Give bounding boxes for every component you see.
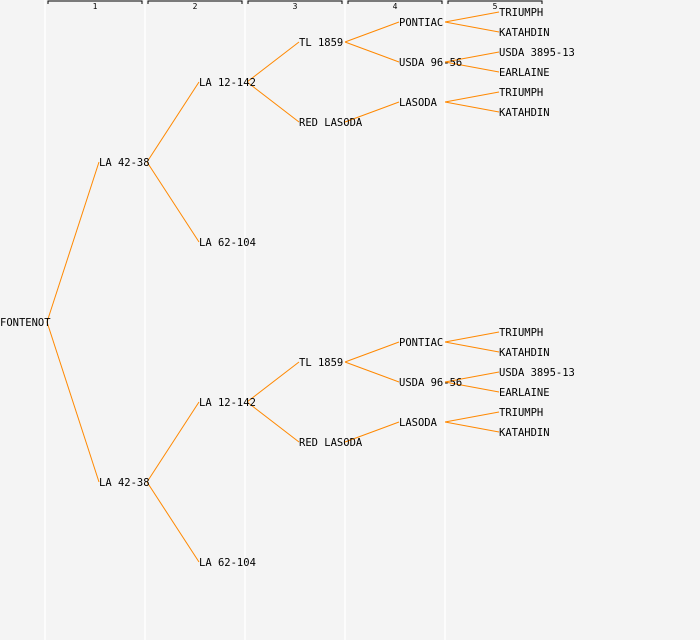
pedigree-node-gen3: TL 1859 xyxy=(299,357,343,369)
generation-header-3: 3 xyxy=(293,2,298,11)
pedigree-link xyxy=(46,321,100,483)
generation-header-1: 1 xyxy=(93,2,98,11)
pedigree-link xyxy=(444,21,500,33)
pedigree-node-gen5: KATAHDIN xyxy=(499,27,550,39)
pedigree-node-gen2: LA 12-142 xyxy=(199,397,256,409)
pedigree-link xyxy=(444,101,500,113)
pedigree-link xyxy=(444,51,500,63)
pedigree-link xyxy=(246,81,300,123)
pedigree-link xyxy=(246,41,300,83)
pedigree-node-gen5: TRIUMPH xyxy=(499,327,543,339)
pedigree-node-gen5: KATAHDIN xyxy=(499,427,550,439)
pedigree-link xyxy=(444,331,500,343)
generation-bracket xyxy=(147,0,243,4)
pedigree-node-gen5: USDA 3895-13 xyxy=(499,367,575,379)
pedigree-link xyxy=(444,421,500,433)
pedigree-node-gen4: PONTIAC xyxy=(399,337,443,349)
pedigree-link xyxy=(344,21,400,43)
pedigree-node-gen1: LA 42-38 xyxy=(99,157,150,169)
pedigree-link xyxy=(146,161,200,243)
generation-bracket xyxy=(247,0,343,4)
pedigree-node-gen3: RED LASODA xyxy=(299,437,363,449)
pedigree-link xyxy=(344,41,400,63)
pedigree-node-gen4: LASODA xyxy=(399,417,438,429)
generation-header-4: 4 xyxy=(393,2,398,11)
generation-bracket xyxy=(47,0,143,4)
pedigree-link xyxy=(444,371,500,383)
pedigree-link xyxy=(46,161,100,323)
pedigree-node-gen3: TL 1859 xyxy=(299,37,343,49)
pedigree-node-gen5: USDA 3895-13 xyxy=(499,47,575,59)
pedigree-node-gen2: LA 12-142 xyxy=(199,77,256,89)
pedigree-node-gen5: TRIUMPH xyxy=(499,87,543,99)
pedigree-link xyxy=(444,91,500,103)
pedigree-link xyxy=(146,81,200,163)
generation-bracket xyxy=(347,0,443,4)
pedigree-link xyxy=(246,361,300,403)
pedigree-node-gen5: KATAHDIN xyxy=(499,107,550,119)
pedigree-link xyxy=(444,381,500,393)
pedigree-node-gen2: LA 62-104 xyxy=(199,557,256,569)
pedigree-link xyxy=(344,341,400,363)
pedigree-node-gen5: KATAHDIN xyxy=(499,347,550,359)
generation-header-5: 5 xyxy=(493,2,498,11)
pedigree-node-gen1: LA 42-38 xyxy=(99,477,150,489)
pedigree-link xyxy=(444,411,500,423)
generation-bracket xyxy=(447,0,543,4)
pedigree-link xyxy=(344,361,400,383)
pedigree-link xyxy=(444,11,500,23)
pedigree-link xyxy=(146,481,200,563)
pedigree-link xyxy=(444,61,500,73)
pedigree-node-gen3: RED LASODA xyxy=(299,117,363,129)
pedigree-link xyxy=(146,401,200,483)
pedigree-node-gen4: USDA 96-56 xyxy=(399,377,462,389)
pedigree-node-gen4: USDA 96-56 xyxy=(399,57,462,69)
pedigree-link xyxy=(246,401,300,443)
pedigree-node-gen5: EARLAINE xyxy=(499,387,550,399)
pedigree-node-gen5: TRIUMPH xyxy=(499,407,543,419)
pedigree-node-gen5: TRIUMPH xyxy=(499,7,543,19)
pedigree-node-gen2: LA 62-104 xyxy=(199,237,256,249)
pedigree-node-gen0: FONTENOT xyxy=(0,317,51,329)
pedigree-link xyxy=(344,101,400,123)
pedigree-node-gen4: LASODA xyxy=(399,97,438,109)
pedigree-link xyxy=(444,341,500,353)
pedigree-link xyxy=(344,421,400,443)
pedigree-node-gen4: PONTIAC xyxy=(399,17,443,29)
generation-header-2: 2 xyxy=(193,2,198,11)
pedigree-node-gen5: EARLAINE xyxy=(499,67,550,79)
